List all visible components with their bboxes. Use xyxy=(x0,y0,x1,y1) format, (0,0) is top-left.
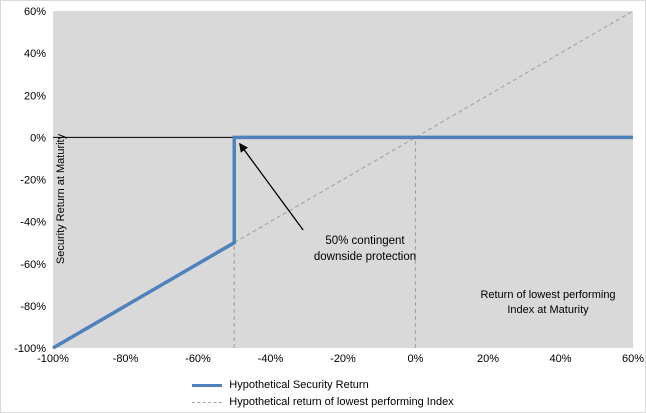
tick-labels-group: -100% -80% -60% -40% -20% 0% 20% 40% 60% -100% -80… xyxy=(14,6,644,365)
legend-label-index-return: Hypothetical return of lowest performing… xyxy=(229,396,454,408)
series-security-return-line xyxy=(52,135,633,350)
series-group xyxy=(52,10,634,350)
y-tick-label: 40% xyxy=(24,48,46,60)
y-tick-label: -20% xyxy=(20,175,46,187)
x-tick-label: 0% xyxy=(408,353,424,365)
y-tick-label: 60% xyxy=(24,6,46,18)
legend: Hypothetical Security Return Hypothetica… xyxy=(1,378,645,409)
x-tick-label: 20% xyxy=(477,353,499,365)
legend-item-index-return: Hypothetical return of lowest performing… xyxy=(192,395,454,409)
legend-label-security-return: Hypothetical Security Return xyxy=(229,379,369,391)
legend-items: Hypothetical Security Return Hypothetica… xyxy=(192,378,454,409)
legend-dashed-line-icon xyxy=(192,401,223,403)
annotation-arrow xyxy=(239,142,304,231)
x-tick-label: 60% xyxy=(622,353,644,365)
y-axis-title: Security Return at Maturity xyxy=(55,133,67,264)
y-tick-label: -60% xyxy=(20,259,46,271)
x-tick-label: -100% xyxy=(37,353,69,365)
annotation-arrow-group xyxy=(239,142,304,231)
annotation-line-1: 50% contingent xyxy=(325,235,405,247)
y-tick-label: -80% xyxy=(20,301,46,313)
x-tick-label: -20% xyxy=(330,353,356,365)
x-tick-label: 40% xyxy=(549,353,571,365)
legend-solid-line-icon xyxy=(192,383,223,387)
x-axis-title-line-2: Index at Maturity xyxy=(507,304,589,316)
y-tick-label: 20% xyxy=(24,90,46,102)
y-tick-label: -100% xyxy=(14,343,46,355)
x-axis-title-line-1: Return of lowest performing xyxy=(480,289,615,301)
annotation-line-2: downside protection xyxy=(314,251,416,263)
x-tick-label: -40% xyxy=(258,353,284,365)
legend-item-security-return: Hypothetical Security Return xyxy=(192,378,369,392)
y-tick-label: 0% xyxy=(30,132,46,144)
x-tick-label: -60% xyxy=(185,353,211,365)
x-tick-label: -80% xyxy=(113,353,139,365)
y-tick-label: -40% xyxy=(20,217,46,229)
